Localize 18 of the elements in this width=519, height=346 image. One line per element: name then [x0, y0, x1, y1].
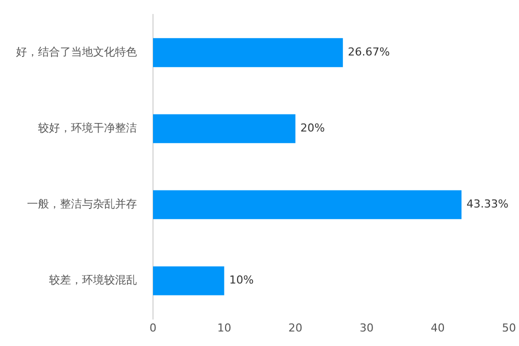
- data-label: 26.67%: [348, 45, 390, 58]
- data-label: 10%: [229, 274, 254, 287]
- data-label: 20%: [300, 122, 325, 135]
- bar: [153, 38, 343, 68]
- x-tick-label: 40: [430, 321, 445, 334]
- y-tick-label: 较差，环境较混乱: [49, 274, 137, 287]
- bar: [153, 266, 224, 296]
- x-tick-label: 0: [150, 321, 156, 334]
- data-label: 43.33%: [466, 198, 508, 211]
- y-tick-label: 好，结合了当地文化特色: [16, 45, 137, 58]
- bar: [153, 190, 462, 220]
- x-tick-label: 20: [288, 321, 302, 334]
- bar: [153, 114, 296, 144]
- y-tick-label: 一般，整洁与杂乱并存: [27, 198, 137, 211]
- y-tick-label: 较好，环境干净整洁: [38, 122, 137, 135]
- x-tick-label: 30: [360, 321, 374, 334]
- x-tick-label: 50: [502, 321, 516, 334]
- x-tick-label: 10: [217, 321, 232, 334]
